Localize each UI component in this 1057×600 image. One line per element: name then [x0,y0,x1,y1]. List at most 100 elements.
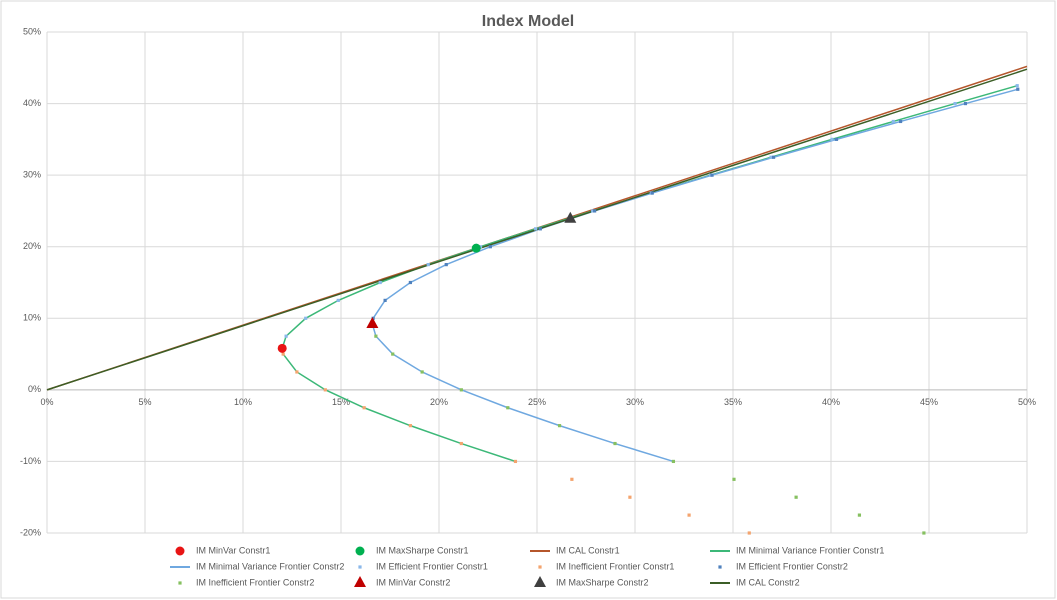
marker-circle [175,546,185,556]
legend-item: IM MaxSharpe Constr1 [355,545,469,556]
legend-item: IM MaxSharpe Constr2 [534,576,649,587]
marker-square [371,316,375,320]
legend-label: IM Efficient Frontier Constr1 [376,561,488,571]
x-tick-label: 25% [528,397,546,407]
legend-item: IM Inefficient Frontier Constr1 [538,561,674,571]
marker-square [374,334,378,338]
legend-item: IM Efficient Frontier Constr1 [358,561,488,571]
y-tick-label: 10% [23,313,41,323]
x-tick-label: 30% [626,397,644,407]
marker-square [538,227,542,231]
marker-square [444,263,448,267]
y-tick-label: 30% [23,170,41,180]
marker-square [687,513,691,517]
legend-item: IM Efficient Frontier Constr2 [718,561,848,571]
marker-square [591,209,595,213]
y-tick-label: -10% [20,456,41,466]
legend-item: IM Inefficient Frontier Constr2 [178,577,314,587]
legend-item: IM MinVar Constr2 [354,576,450,587]
marker-square [178,581,182,585]
legend-item: IM CAL Constr1 [530,545,620,555]
marker-square [557,424,562,428]
marker-square [408,280,412,285]
legend-item: IM CAL Constr2 [710,577,800,587]
legend-label: IM Minimal Variance Frontier Constr2 [196,561,344,571]
marker-square [794,495,798,499]
marker-square [538,565,542,569]
marker-square [769,155,773,159]
x-tick-label: 50% [1018,397,1036,407]
marker-square [834,137,839,141]
marker-square [488,245,492,249]
marker-square [628,495,632,499]
marker-triangle [534,576,546,587]
marker-square [732,477,736,481]
marker-square [378,280,382,285]
marker-square [420,370,424,374]
marker-circle [355,546,365,556]
marker-square [506,406,510,410]
marker-square [718,565,722,569]
legend-label: IM MaxSharpe Constr1 [376,545,469,555]
marker-square [426,263,430,267]
x-tick-label: 20% [430,397,448,407]
marker-circle [277,343,287,353]
marker-square [478,245,483,249]
legend-label: IM MinVar Constr2 [376,577,450,587]
marker-triangle [354,576,366,587]
x-tick-label: 10% [234,397,252,407]
legend-label: IM Efficient Frontier Constr2 [736,561,848,571]
y-tick-label: 50% [23,26,41,36]
marker-square [1016,87,1020,91]
x-tick-label: 0% [40,397,53,407]
marker-square [593,209,597,213]
marker-square [671,459,676,464]
marker-square [710,173,714,177]
legend-label: IM CAL Constr1 [556,545,620,555]
marker-square [747,531,751,535]
marker-square [891,119,895,124]
x-tick-label: 45% [920,397,938,407]
legend-label: IM Inefficient Frontier Constr1 [556,561,674,571]
marker-square [534,227,538,231]
marker-square [953,101,957,106]
marker-square [408,424,412,428]
marker-square [304,316,308,320]
x-tick-label: 35% [724,397,742,407]
marker-square [284,334,288,338]
marker-square [459,388,463,392]
legend-item: IM MinVar Constr1 [175,545,270,556]
marker-square [650,191,654,195]
marker-square [336,298,340,302]
marker-square [922,531,926,535]
y-tick-label: 20% [23,241,41,251]
marker-square [771,155,776,159]
marker-triangle [564,211,577,223]
x-tick-label: 40% [822,397,840,407]
legend-label: IM MinVar Constr1 [196,545,270,555]
x-tick-label: 5% [138,397,151,407]
marker-square [323,388,327,392]
y-tick-label: -20% [20,527,41,537]
legend-label: IM MaxSharpe Constr2 [556,577,649,587]
marker-triangle [366,317,379,329]
marker-square [830,137,834,141]
legend-item: IM Minimal Variance Frontier Constr2 [170,561,344,571]
y-tick-label: 40% [23,98,41,108]
marker-square [963,101,968,106]
marker-square [898,119,903,124]
marker-square [358,565,362,569]
legend-label: IM CAL Constr2 [736,577,800,587]
marker-square [613,441,617,446]
marker-square [362,406,366,410]
marker-circle [471,243,481,253]
legend-label: IM Minimal Variance Frontier Constr1 [736,545,884,555]
marker-square [295,370,299,374]
legend-label: IM Inefficient Frontier Constr2 [196,577,314,587]
y-tick-label: 0% [28,384,41,394]
marker-square [391,352,395,356]
chart-title: Index Model [482,13,574,30]
marker-square [1015,84,1019,88]
